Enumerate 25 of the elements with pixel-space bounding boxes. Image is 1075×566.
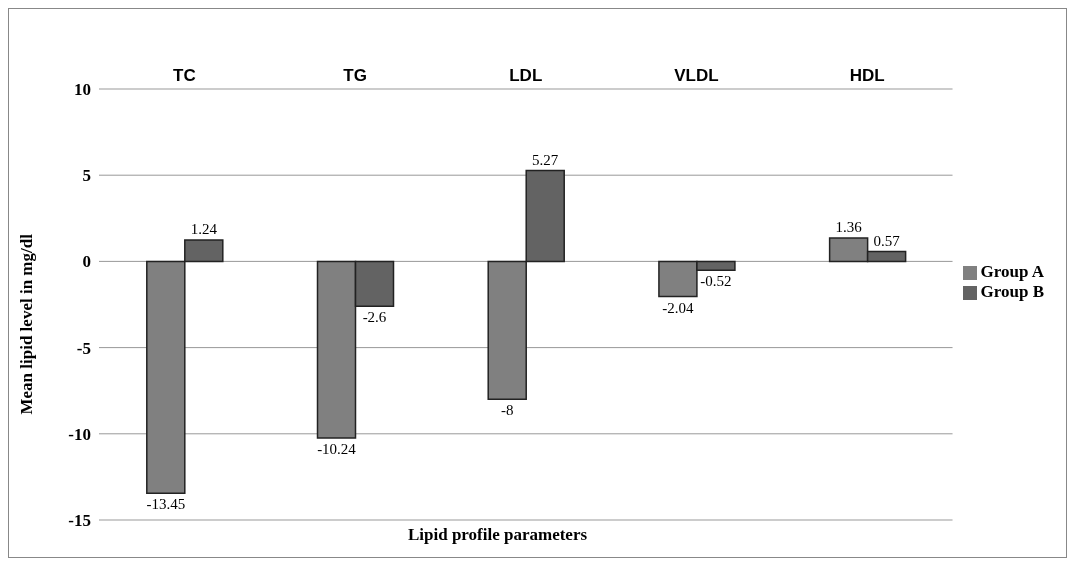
legend-label: Group A [980,262,1044,281]
y-tick-label: -10 [68,424,91,444]
y-axis-title: Mean lipid level in mg/dl [17,233,37,415]
y-tick-label: 5 [82,166,91,186]
data-label: -13.45 [146,496,186,513]
x-tick-label: LDL [509,66,543,85]
y-tick-label: -15 [68,511,91,531]
x-tick-label: HDL [849,66,885,85]
data-label: 1.36 [835,218,863,235]
x-tick-label: VLDL [674,66,719,85]
x-tick-label: TG [343,66,367,85]
x-axis-title: Lipid profile parameters [407,525,588,544]
x-tick-label: TC [173,66,196,85]
y-tick-label: 10 [74,80,91,100]
data-label: -2.04 [662,299,695,316]
data-label: 5.27 [532,151,559,168]
y-tick-label: 0 [82,252,91,272]
data-label: 0.57 [873,232,901,249]
y-tick-label: -5 [76,338,91,358]
data-label: 1.24 [190,221,218,238]
data-label: -10.24 [317,440,357,457]
legend-label: Group B [980,282,1044,301]
data-label: -0.52 [700,273,732,290]
data-label: -2.6 [362,309,387,326]
data-label: -8 [500,402,514,419]
